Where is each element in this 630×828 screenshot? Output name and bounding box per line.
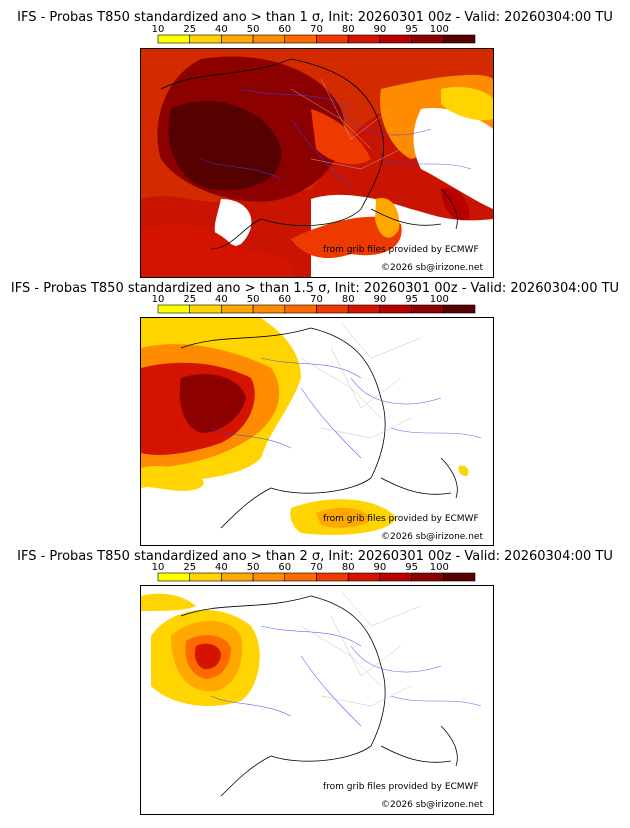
panel-2-credit-source: from grib files provided by ECMWF [323, 514, 479, 524]
colorbar-tick-label: 90 [374, 24, 387, 35]
panel-2: IFS - Probas T850 standardized ano > tha… [0, 276, 630, 546]
colorbar-tick-label: 60 [278, 24, 291, 35]
colorbar-cell [157, 34, 191, 44]
colorbar-tick-label: 90 [374, 562, 387, 573]
panel-3-colorbar: 10 25 40 50 60 70 80 90 95 100 [152, 562, 476, 582]
colorbar-tick-label: 40 [215, 294, 228, 305]
colorbar-cell [252, 572, 286, 582]
colorbar-cell [252, 34, 286, 44]
colorbar-tick-label: 95 [405, 562, 418, 573]
probability-map-3 [141, 586, 493, 814]
colorbar-tick-label: 90 [374, 294, 387, 305]
colorbar-cell [316, 572, 349, 582]
colorbar-tick-label: 95 [405, 24, 418, 35]
colorbar-cell [189, 304, 222, 314]
panel-2-credit-copyright: ©2026 sb@irizone.net [381, 532, 483, 542]
colorbar-tick-label: 50 [247, 562, 260, 573]
colorbar-tick-labels: 10 25 40 50 60 70 80 90 95 100 [152, 24, 449, 35]
colorbar-cell [284, 34, 317, 44]
panel-3-title: IFS - Probas T850 standardized ano > tha… [17, 549, 613, 564]
colorbar-tick-label: 80 [342, 562, 355, 573]
panel-2-title: IFS - Probas T850 standardized ano > tha… [10, 281, 620, 296]
panel-3-credit-copyright: ©2026 sb@irizone.net [381, 800, 483, 810]
colorbar-cell [347, 572, 381, 582]
colorbar-cell [379, 304, 412, 314]
colorbar-tick-labels: 10 25 40 50 60 70 80 90 95 100 [152, 562, 449, 573]
colorbar-tick-label: 40 [215, 562, 228, 573]
colorbar-tick-label: 70 [310, 24, 323, 35]
colorbar-tick-label: 10 [152, 562, 165, 573]
colorbar-cells [157, 304, 476, 314]
colorbar-cell [316, 34, 349, 44]
panel-2-map: from grib files provided by ECMWF ©2026 … [140, 317, 494, 546]
probability-map-1 [141, 49, 493, 277]
panel-1-credit-source: from grib files provided by ECMWF [323, 245, 479, 255]
colorbar-tick-label: 60 [278, 294, 291, 305]
panel-3-map: from grib files provided by ECMWF ©2026 … [140, 585, 494, 815]
panel-1-credit-copyright: ©2026 sb@irizone.net [381, 263, 483, 273]
colorbar-cell [157, 572, 191, 582]
panel-1: IFS - Probas T850 standardized ano > tha… [0, 0, 630, 278]
panel-2-colorbar: 10 25 40 50 60 70 80 90 95 100 [152, 294, 476, 314]
probability-map-2 [141, 318, 493, 545]
colorbar-cells [157, 34, 476, 44]
colorbar-cell [379, 34, 412, 44]
panel-1-title: IFS - Probas T850 standardized ano > tha… [17, 10, 613, 25]
colorbar-tick-label: 100 [430, 294, 449, 305]
colorbar-cell [189, 572, 222, 582]
colorbar-cell [284, 572, 317, 582]
colorbar-cell [316, 304, 349, 314]
colorbar-tick-label: 100 [430, 562, 449, 573]
colorbar-cell [189, 34, 222, 44]
colorbar-tick-label: 100 [430, 24, 449, 35]
colorbar-tick-label: 25 [183, 562, 196, 573]
colorbar-tick-label: 60 [278, 562, 291, 573]
panel-1-colorbar: 10 25 40 50 60 70 80 90 95 100 [152, 24, 476, 44]
colorbar-cell [379, 572, 412, 582]
colorbar-cell [442, 304, 476, 314]
panel-1-map: from grib files provided by ECMWF ©2026 … [140, 48, 494, 278]
colorbar-cell [252, 304, 286, 314]
colorbar-cell [411, 34, 444, 44]
colorbar-cell [347, 34, 381, 44]
colorbar-cell [347, 304, 381, 314]
colorbar-cell [442, 34, 476, 44]
colorbar-tick-label: 50 [247, 294, 260, 305]
colorbar-cell [284, 304, 317, 314]
colorbar-tick-label: 10 [152, 294, 165, 305]
colorbar-tick-label: 25 [183, 294, 196, 305]
panel-3-credit-source: from grib files provided by ECMWF [323, 782, 479, 792]
colorbar-tick-label: 70 [310, 294, 323, 305]
colorbar-tick-label: 10 [152, 24, 165, 35]
colorbar-cell [442, 572, 476, 582]
colorbar-cells [157, 572, 476, 582]
colorbar-tick-label: 70 [310, 562, 323, 573]
colorbar-cell [221, 304, 254, 314]
colorbar-cell [411, 304, 444, 314]
colorbar-tick-label: 80 [342, 24, 355, 35]
colorbar-cell [157, 304, 191, 314]
panel-3: IFS - Probas T850 standardized ano > tha… [0, 546, 630, 828]
colorbar-tick-label: 80 [342, 294, 355, 305]
colorbar-tick-labels: 10 25 40 50 60 70 80 90 95 100 [152, 294, 449, 305]
colorbar-tick-label: 40 [215, 24, 228, 35]
colorbar-cell [221, 572, 254, 582]
colorbar-cell [221, 34, 254, 44]
colorbar-tick-label: 95 [405, 294, 418, 305]
colorbar-tick-label: 25 [183, 24, 196, 35]
colorbar-cell [411, 572, 444, 582]
colorbar-tick-label: 50 [247, 24, 260, 35]
